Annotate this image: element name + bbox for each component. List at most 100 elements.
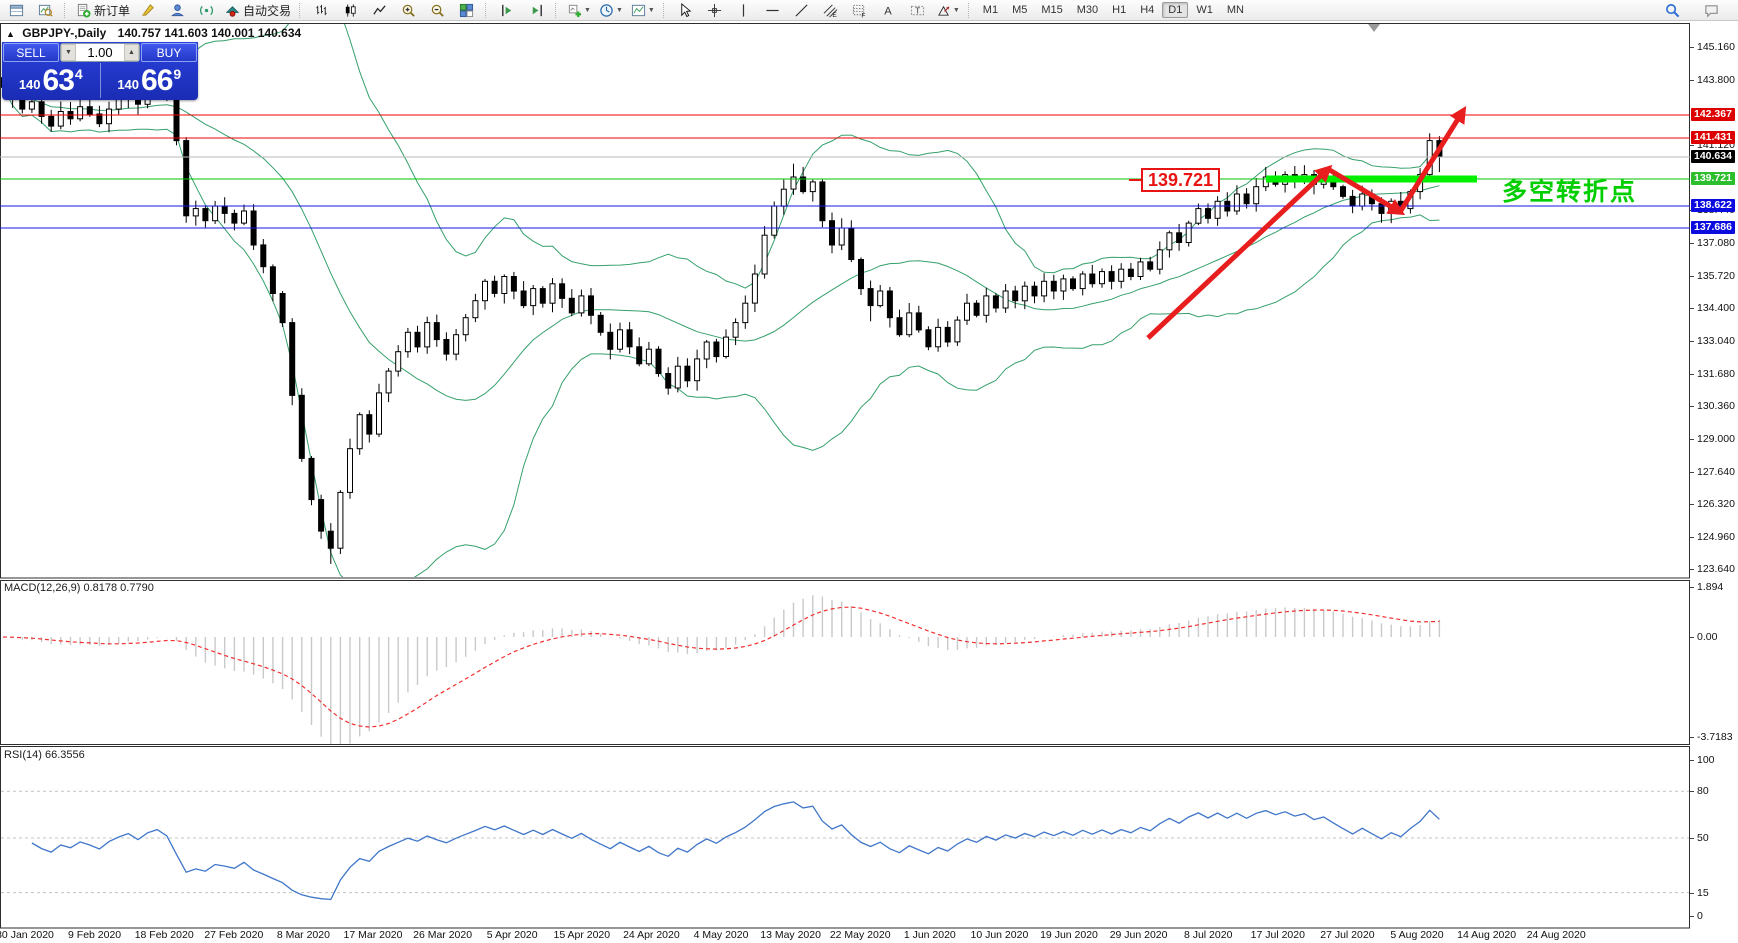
horizontal-line-icon[interactable] [759, 0, 786, 20]
trend-arrow [1326, 166, 1406, 216]
trend-arrow [1397, 105, 1467, 214]
axis-tick-label: -3.7183 [1697, 731, 1733, 743]
search-icon[interactable] [1659, 0, 1686, 20]
date-label: 15 Apr 2020 [553, 929, 611, 941]
toolbar-separator [555, 2, 559, 18]
one-click-trading-panel: SELL ▼ 1.00 ▲ BUY 140 63 4 140 66 9 [2, 42, 198, 100]
rsi-label: RSI(14) 66.3556 [4, 749, 85, 761]
new-order-button[interactable]: 新订单 [73, 0, 133, 20]
bar-chart-icon[interactable] [308, 0, 335, 20]
sell-price[interactable]: 140 63 4 [2, 63, 101, 98]
timeframe-d1[interactable]: D1 [1162, 2, 1189, 18]
tile-windows-icon[interactable] [453, 0, 480, 20]
fibonacci-icon[interactable] [846, 0, 873, 20]
axis-tick-mark [1690, 569, 1694, 570]
sell-price-prefix: 140 [18, 77, 41, 92]
add-indicator-button[interactable]: ▼ [564, 0, 594, 20]
axis-tick-mark [1690, 838, 1694, 839]
axis-tick-mark [1690, 308, 1694, 309]
market-watch-icon[interactable] [32, 0, 59, 20]
auto-scroll-icon[interactable] [494, 0, 521, 20]
trendline-icon[interactable] [788, 0, 815, 20]
charts-window-icon[interactable] [3, 0, 30, 20]
date-label: 8 Mar 2020 [276, 929, 330, 941]
volume-field[interactable]: 1.00 [87, 45, 113, 60]
date-label: 29 Jun 2020 [1109, 929, 1168, 941]
date-label: 27 Feb 2020 [204, 929, 264, 941]
chart-shift-icon[interactable] [523, 0, 550, 20]
axis-tick-label: 0.00 [1697, 631, 1718, 643]
axis-tick-mark [1690, 406, 1694, 407]
timeframe-h1[interactable]: H1 [1112, 4, 1127, 16]
axis-tick-mark [1690, 243, 1694, 244]
vertical-line-icon[interactable] [730, 0, 757, 20]
date-label: 10 Jun 2020 [970, 929, 1029, 941]
axis-tick-mark [1690, 637, 1694, 638]
date-label: 5 Apr 2020 [486, 929, 538, 941]
community-icon[interactable] [164, 0, 191, 20]
text-label-icon[interactable] [904, 0, 931, 20]
chat-icon[interactable] [1698, 0, 1725, 20]
price-axis[interactable]: 145.160143.800141.120138.440137.080135.7… [1690, 0, 1738, 929]
axis-tick-mark [1690, 374, 1694, 375]
trend-arrow [1146, 164, 1333, 340]
sell-price-pips: 63 [42, 63, 75, 97]
axis-tick-mark [1690, 791, 1694, 792]
signals-icon[interactable] [193, 0, 220, 20]
buy-button[interactable]: BUY [141, 43, 197, 62]
toolbar-separator [485, 2, 489, 18]
buy-price-pips: 66 [141, 63, 173, 97]
axis-tick-label: 80 [1697, 785, 1709, 797]
equidistant-channel-icon[interactable] [817, 0, 844, 20]
crosshair-icon[interactable] [701, 0, 728, 20]
axis-tick-mark [1690, 276, 1694, 277]
timeframe-h4[interactable]: H4 [1140, 4, 1155, 16]
sell-price-point: 4 [74, 66, 83, 82]
period-selector-button[interactable]: ▼ [596, 0, 626, 20]
date-label: 8 Jul 2020 [1183, 929, 1233, 941]
line-chart-icon[interactable] [366, 0, 393, 20]
timeframe-m5[interactable]: M5 [1012, 4, 1028, 16]
date-label: 24 Aug 2020 [1526, 929, 1586, 941]
timeframe-w1[interactable]: W1 [1196, 4, 1213, 16]
chart-symbol-period: GBPJPY-,Daily [22, 26, 107, 40]
timeframe-mn[interactable]: MN [1226, 4, 1244, 16]
cursor-icon[interactable] [672, 0, 699, 20]
date-label: 17 Mar 2020 [343, 929, 403, 941]
chart-ohlc: 140.757 141.603 140.001 140.634 [117, 26, 302, 40]
turning-point-note[interactable]: 多空转折点 [1502, 178, 1638, 206]
volume-decrease-button[interactable]: ▼ [61, 44, 76, 61]
buy-price[interactable]: 140 66 9 [101, 63, 199, 98]
axis-tick-mark [1690, 504, 1694, 505]
chart-canvas[interactable] [0, 0, 1690, 929]
zoom-in-icon[interactable] [395, 0, 422, 20]
date-label: 22 May 2020 [829, 929, 891, 941]
level-price-label[interactable]: 139.721 [1128, 168, 1221, 192]
symbol-collapse-arrow[interactable]: ▲ [6, 29, 15, 39]
date-label: 18 Feb 2020 [134, 929, 194, 941]
timeframe-m30[interactable]: M30 [1076, 4, 1099, 16]
template-button[interactable]: ▼ [628, 0, 658, 20]
date-label: 24 Apr 2020 [623, 929, 680, 941]
candle-chart-icon[interactable] [337, 0, 364, 20]
axis-tick-label: 133.040 [1697, 335, 1735, 347]
timeframe-m15[interactable]: M15 [1041, 4, 1063, 16]
top-toolbar: 新订单 自动交易 ▼ ▼ ▼ ▼ M1 M5 M15 M30 H1 H4 D1 W1 MN [0, 0, 1738, 21]
volume-increase-button[interactable]: ▲ [124, 44, 139, 61]
axis-tick-mark [1690, 472, 1694, 473]
text-icon[interactable] [875, 0, 902, 20]
autotrade-button[interactable]: 自动交易 [222, 0, 294, 20]
sell-button[interactable]: SELL [3, 43, 59, 62]
date-label: 30 Jan 2020 [0, 929, 54, 941]
zoom-out-icon[interactable] [424, 0, 451, 20]
axis-tick-label: 127.640 [1697, 466, 1735, 478]
shapes-icon[interactable]: ▼ [933, 0, 963, 20]
date-label: 19 Jun 2020 [1040, 929, 1098, 941]
metaeditor-icon[interactable] [135, 0, 162, 20]
timeframe-m1[interactable]: M1 [982, 4, 999, 16]
date-label: 26 Mar 2020 [413, 929, 473, 941]
axis-tick-label: 0 [1697, 910, 1703, 922]
date-label: 13 May 2020 [760, 929, 821, 941]
date-axis[interactable]: 30 Jan 2020 9 Feb 2020 18 Feb 2020 27 Feb 2… [0, 929, 1690, 943]
axis-tick-mark [1690, 537, 1694, 538]
